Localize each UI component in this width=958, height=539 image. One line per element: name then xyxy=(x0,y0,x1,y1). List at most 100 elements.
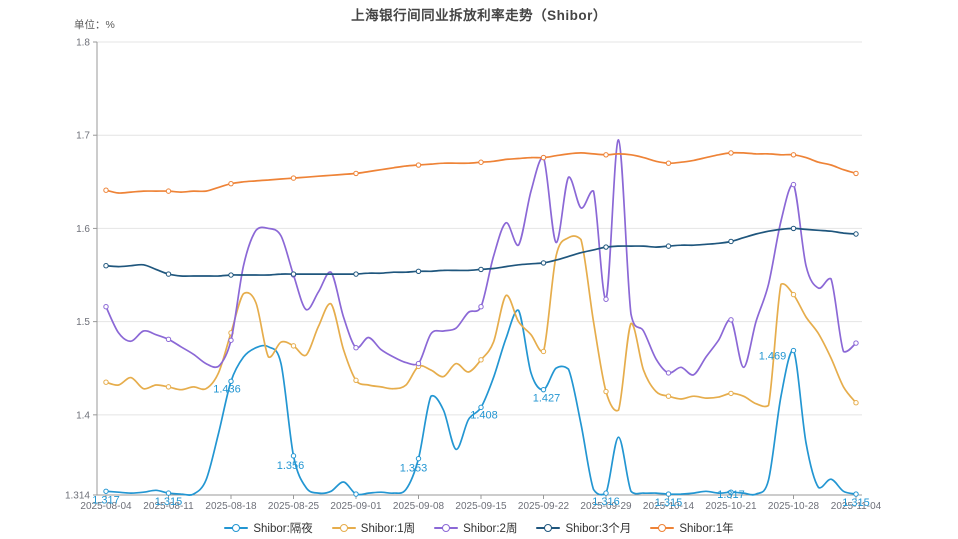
legend-label: Shibor:2周 xyxy=(463,523,518,535)
data-point-label: 1.315 xyxy=(842,497,870,509)
x-axis-label: 2025-09-15 xyxy=(455,501,507,512)
series-marker-3-months xyxy=(415,268,422,274)
x-axis-label: 2025-08-25 xyxy=(268,501,320,512)
data-point-label: 1.408 xyxy=(470,409,498,421)
series-marker-1-week xyxy=(665,393,672,399)
series-marker-3-months xyxy=(790,225,797,232)
series-marker-2-weeks xyxy=(165,336,172,343)
series-marker-1-year xyxy=(603,152,609,158)
series-marker-overnight xyxy=(665,491,672,497)
y-axis-label: 1.314 xyxy=(65,491,90,502)
data-point-label: 1.469 xyxy=(759,351,787,363)
legend-item-shibor-3-months[interactable]: Shibor:3个月 xyxy=(536,520,631,536)
series-line-overnight xyxy=(105,309,857,496)
series-marker-3-months xyxy=(228,272,234,278)
series-marker-1-year xyxy=(790,152,797,158)
series-marker-overnight xyxy=(353,491,359,497)
series-marker-1-week xyxy=(478,357,484,363)
series-marker-3-months xyxy=(665,243,672,249)
series-marker-1-year xyxy=(728,150,734,156)
series-line-1-year xyxy=(105,151,857,194)
series-marker-1-year xyxy=(853,170,859,177)
y-axis-label: 1.7 xyxy=(76,131,90,142)
series-marker-2-weeks xyxy=(415,360,422,367)
series-marker-2-weeks xyxy=(790,181,797,188)
series-marker-1-week xyxy=(353,377,359,384)
series-marker-3-months xyxy=(290,271,297,277)
series-marker-1-week xyxy=(853,400,859,406)
legend: Shibor:隔夜 Shibor:1周 Shibor:2周 Shibor:3个月… xyxy=(0,520,958,536)
data-point-label: 1.317 xyxy=(717,489,745,501)
series-marker-1-week xyxy=(103,379,109,385)
line-series-marker-icon xyxy=(650,523,675,533)
series-marker-1-year xyxy=(165,188,172,194)
series-marker-2-weeks xyxy=(728,317,734,323)
series-marker-1-week xyxy=(728,390,734,397)
series-marker-2-weeks xyxy=(603,296,609,302)
y-axis-label: 1.4 xyxy=(76,410,90,421)
series-marker-overnight xyxy=(728,489,734,495)
x-axis-label: 2025-11-04 xyxy=(831,501,882,512)
series-marker-3-months xyxy=(603,244,609,250)
x-axis-label: 2025-09-29 xyxy=(580,501,632,512)
x-axis-label: 2025-09-01 xyxy=(330,501,382,512)
legend-item-shibor-1-week[interactable]: Shibor:1周 xyxy=(331,520,415,536)
series-marker-2-weeks xyxy=(853,340,859,346)
series-marker-1-week xyxy=(790,291,797,298)
series-marker-overnight xyxy=(415,455,422,462)
data-point-label: 1.353 xyxy=(400,463,428,475)
line-series-marker-icon xyxy=(224,523,249,533)
legend-label: Shibor:1年 xyxy=(679,523,734,535)
series-marker-2-weeks xyxy=(478,304,484,310)
series-marker-2-weeks xyxy=(228,337,234,343)
series-marker-3-months xyxy=(165,271,172,277)
series-marker-1-year xyxy=(540,154,547,161)
series-marker-1-week xyxy=(290,343,297,349)
data-point-label: 1.315 xyxy=(155,496,183,508)
series-marker-1-week xyxy=(165,384,172,390)
line-series-marker-icon xyxy=(536,523,561,533)
series-marker-1-year xyxy=(228,180,234,187)
chart-title: 上海银行间同业拆放利率走势（Shibor） xyxy=(351,8,607,23)
data-point-label: 1.317 xyxy=(92,494,120,506)
legend-item-shibor-overnight[interactable]: Shibor:隔夜 xyxy=(224,520,313,536)
data-point-label: 1.356 xyxy=(277,460,305,472)
series-line-2-weeks xyxy=(105,139,857,376)
data-point-label: 1.427 xyxy=(533,393,561,405)
series-marker-1-year xyxy=(103,187,109,193)
x-axis-label: 2025-09-22 xyxy=(518,501,570,512)
legend-item-shibor-1-year[interactable]: Shibor:1年 xyxy=(650,520,734,536)
line-series-marker-icon xyxy=(331,523,356,533)
series-marker-1-year xyxy=(290,175,297,181)
line-series-marker-icon xyxy=(434,523,459,533)
x-axis-label: 2025-08-04 xyxy=(80,501,132,512)
data-point-label: 1.316 xyxy=(592,496,620,508)
series-marker-3-months xyxy=(478,266,484,273)
series-marker-1-year xyxy=(353,170,359,177)
series-marker-3-months xyxy=(353,271,359,277)
series-marker-overnight xyxy=(853,491,859,497)
series-marker-2-weeks xyxy=(353,345,359,351)
series-marker-1-week xyxy=(603,388,609,395)
legend-item-shibor-2-weeks[interactable]: Shibor:2周 xyxy=(434,520,517,536)
series-marker-1-year xyxy=(478,159,484,165)
x-axis-label: 2025-08-11 xyxy=(143,501,194,512)
series-marker-overnight xyxy=(540,386,547,393)
series-marker-3-months xyxy=(853,231,859,237)
unit-label: 单位：% xyxy=(74,19,115,31)
series-marker-overnight xyxy=(790,347,797,354)
series-marker-2-weeks xyxy=(665,370,672,376)
x-axis-label: 2025-08-18 xyxy=(205,501,257,512)
series-marker-overnight xyxy=(165,490,172,496)
series-marker-3-months xyxy=(103,263,109,269)
y-axis-label: 1.8 xyxy=(76,38,90,49)
y-axis-label: 1.5 xyxy=(76,317,90,328)
y-axis-label: 1.6 xyxy=(76,224,90,235)
data-point-label: 1.436 xyxy=(213,383,241,395)
series-marker-overnight xyxy=(478,404,484,411)
series-marker-1-year xyxy=(415,162,422,168)
series-marker-3-months xyxy=(728,238,734,245)
x-axis-label: 2025-10-28 xyxy=(768,501,820,512)
